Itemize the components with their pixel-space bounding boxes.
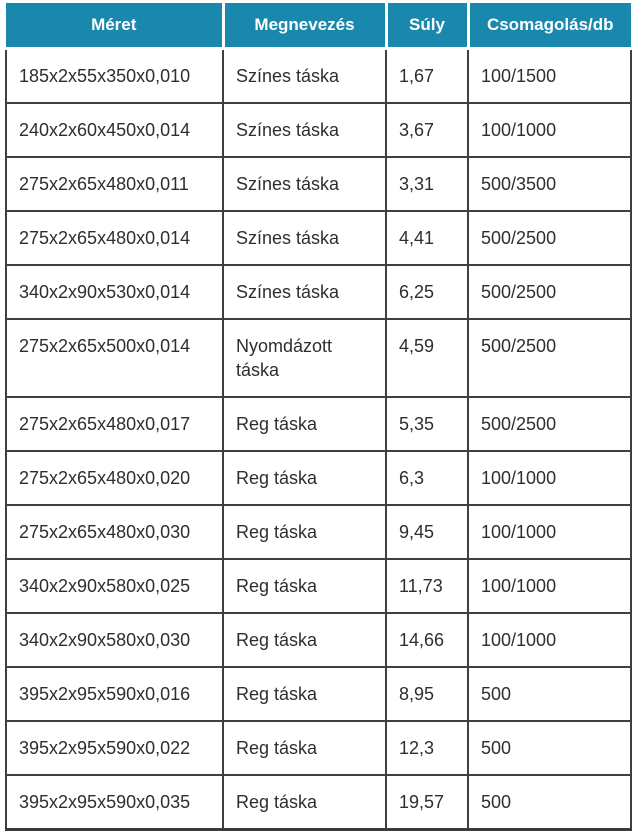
cell-meret: 395x2x95x590x0,022 [5,720,224,776]
cell-suly: 3,67 [385,102,469,158]
cell-suly: 9,45 [385,504,469,560]
cell-meret: 275x2x65x480x0,014 [5,210,224,266]
column-header-suly: Súly [384,3,468,50]
header-row: Méret Megnevezés Súly Csomagolás/db [6,3,631,50]
cell-meret: 340x2x90x580x0,025 [5,558,224,614]
table-header: Méret Megnevezés Súly Csomagolás/db [6,3,631,50]
cell-meret: 275x2x65x480x0,011 [5,156,224,212]
cell-megnevezes: Színes táska [222,264,387,320]
cell-meret: 275x2x65x480x0,017 [5,396,224,452]
cell-meret: 340x2x90x530x0,014 [5,264,224,320]
cell-csomagolas: 500 [467,774,632,831]
cell-suly: 6,25 [385,264,469,320]
cell-megnevezes: Reg táska [222,774,387,831]
cell-megnevezes: Színes táska [222,102,387,158]
cell-megnevezes: Reg táska [222,450,387,506]
table-row: 340x2x90x530x0,014 Színes táska 6,25 500/25… [5,264,632,320]
cell-csomagolas: 100/1000 [467,450,632,506]
cell-csomagolas: 500 [467,720,632,776]
cell-suly: 14,66 [385,612,469,668]
cell-meret: 275x2x65x500x0,014 [5,318,224,398]
cell-csomagolas: 500/2500 [467,210,632,266]
table-row: 340x2x90x580x0,025 Reg táska 11,73 100/1000 [5,558,632,614]
cell-suly: 19,57 [385,774,469,831]
cell-meret: 395x2x95x590x0,016 [5,666,224,722]
cell-meret: 395x2x95x590x0,035 [5,774,224,831]
cell-meret: 340x2x90x580x0,030 [5,612,224,668]
cell-suly: 5,35 [385,396,469,452]
cell-suly: 11,73 [385,558,469,614]
table-row: 395x2x95x590x0,016 Reg táska 8,95 500 [5,666,632,722]
table-row: 275x2x65x480x0,030 Reg táska 9,45 100/1000 [5,504,632,560]
cell-suly: 8,95 [385,666,469,722]
column-header-megnevezes: Megnevezés [221,3,386,50]
table-row: 275x2x65x480x0,020 Reg táska 6,3 100/1000 [5,450,632,506]
table-row: 275x2x65x500x0,014 Nyomdázott táska 4,59 50… [5,318,632,398]
cell-suly: 4,41 [385,210,469,266]
table-row: 395x2x95x590x0,035 Reg táska 19,57 500 [5,774,632,831]
cell-meret: 275x2x65x480x0,020 [5,450,224,506]
column-header-meret: Méret [6,3,223,50]
cell-suly: 4,59 [385,318,469,398]
cell-suly: 1,67 [385,47,469,104]
cell-meret: 240x2x60x450x0,014 [5,102,224,158]
column-header-csomagolas: Csomagolás/db [466,3,631,50]
table-row: 395x2x95x590x0,022 Reg táska 12,3 500 [5,720,632,776]
cell-csomagolas: 500/2500 [467,396,632,452]
cell-megnevezes: Színes táska [222,156,387,212]
table-row: 275x2x65x480x0,014 Színes táska 4,41 500/25… [5,210,632,266]
cell-csomagolas: 100/1000 [467,558,632,614]
cell-suly: 6,3 [385,450,469,506]
cell-meret: 275x2x65x480x0,030 [5,504,224,560]
cell-csomagolas: 500 [467,666,632,722]
cell-megnevezes: Színes táska [222,47,387,104]
table-row: 275x2x65x480x0,011 Színes táska 3,31 500/35… [5,156,632,212]
cell-megnevezes: Reg táska [222,558,387,614]
cell-csomagolas: 100/1500 [467,47,632,104]
cell-megnevezes: Reg táska [222,612,387,668]
cell-suly: 12,3 [385,720,469,776]
table-row: 340x2x90x580x0,030 Reg táska 14,66 100/1000 [5,612,632,668]
cell-csomagolas: 500/3500 [467,156,632,212]
cell-suly: 3,31 [385,156,469,212]
cell-megnevezes: Színes táska [222,210,387,266]
product-size-table: Méret Megnevezés Súly Csomagolás/db 185x2x5… [5,3,632,831]
cell-megnevezes: Reg táska [222,504,387,560]
table-row: 185x2x55x350x0,010 Színes táska 1,67 100/15… [5,47,632,104]
cell-csomagolas: 100/1000 [467,612,632,668]
cell-meret: 185x2x55x350x0,010 [5,47,224,104]
table-row: 275x2x65x480x0,017 Reg táska 5,35 500/2500 [5,396,632,452]
cell-csomagolas: 500/2500 [467,264,632,320]
table-row: 240x2x60x450x0,014 Színes táska 3,67 100/10… [5,102,632,158]
table-body: 185x2x55x350x0,010 Színes táska 1,67 100/15… [5,47,632,831]
cell-csomagolas: 100/1000 [467,102,632,158]
cell-csomagolas: 500/2500 [467,318,632,398]
cell-megnevezes: Reg táska [222,396,387,452]
cell-csomagolas: 100/1000 [467,504,632,560]
cell-megnevezes: Reg táska [222,666,387,722]
cell-megnevezes: Nyomdázott táska [222,318,387,398]
cell-megnevezes: Reg táska [222,720,387,776]
